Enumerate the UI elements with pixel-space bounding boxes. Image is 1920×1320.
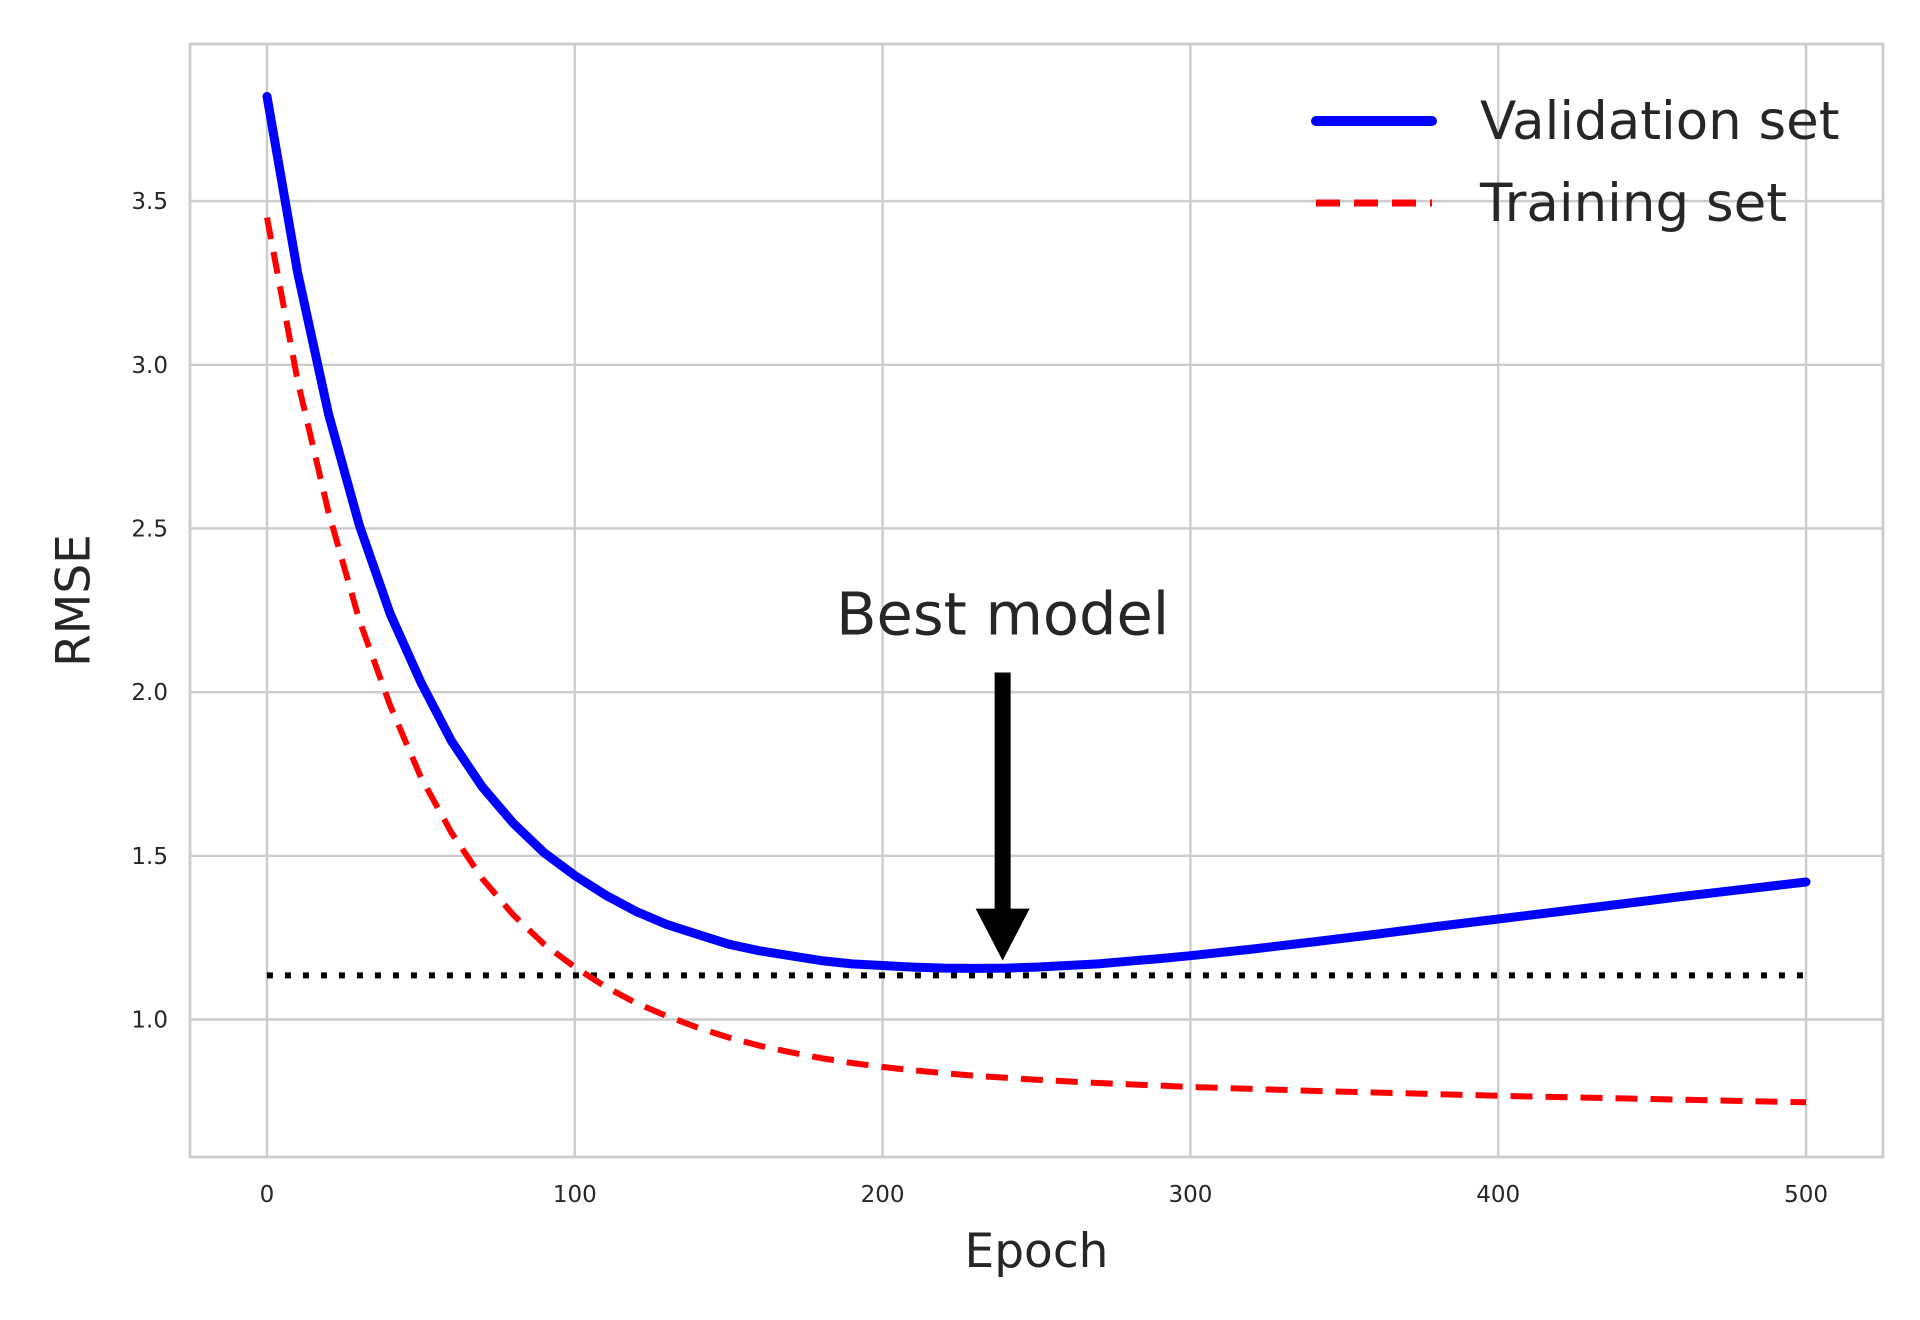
y-axis-title: RMSE [47,534,102,667]
x-tick-label: 100 [553,1182,597,1208]
grid [190,44,1883,1157]
x-tick-label: 400 [1476,1182,1520,1208]
series-layer [262,91,1811,1106]
training-series-line [264,216,1807,1106]
tick-labels: 0 100 200 300 400 500 1.0 1.5 2.0 2.5 3.0 3.5 [131,189,1828,1208]
y-tick-label: 2.5 [131,516,168,542]
x-tick-label: 0 [260,1182,275,1208]
y-tick-label: 3.5 [131,189,168,215]
x-tick-label: 200 [861,1182,905,1208]
plot-frame [188,42,1885,1159]
y-tick-label: 2.0 [131,680,168,706]
x-axis-title: Epoch [965,1224,1109,1279]
y-tick-label: 1.5 [131,844,168,870]
y-tick-label: 3.0 [131,353,168,379]
validation-series-line [262,91,1811,973]
legend: Validation set Training set [1311,91,1840,234]
best-model-label: Best model [836,580,1169,649]
legend-label-validation: Validation set [1480,91,1840,152]
annotation-layer: Best model [836,580,1169,961]
y-tick-label: 1.0 [131,1008,168,1034]
x-tick-label: 500 [1784,1182,1828,1208]
x-tick-label: 300 [1168,1182,1212,1208]
legend-label-training: Training set [1479,173,1787,234]
best-model-arrow-head [975,908,1030,961]
